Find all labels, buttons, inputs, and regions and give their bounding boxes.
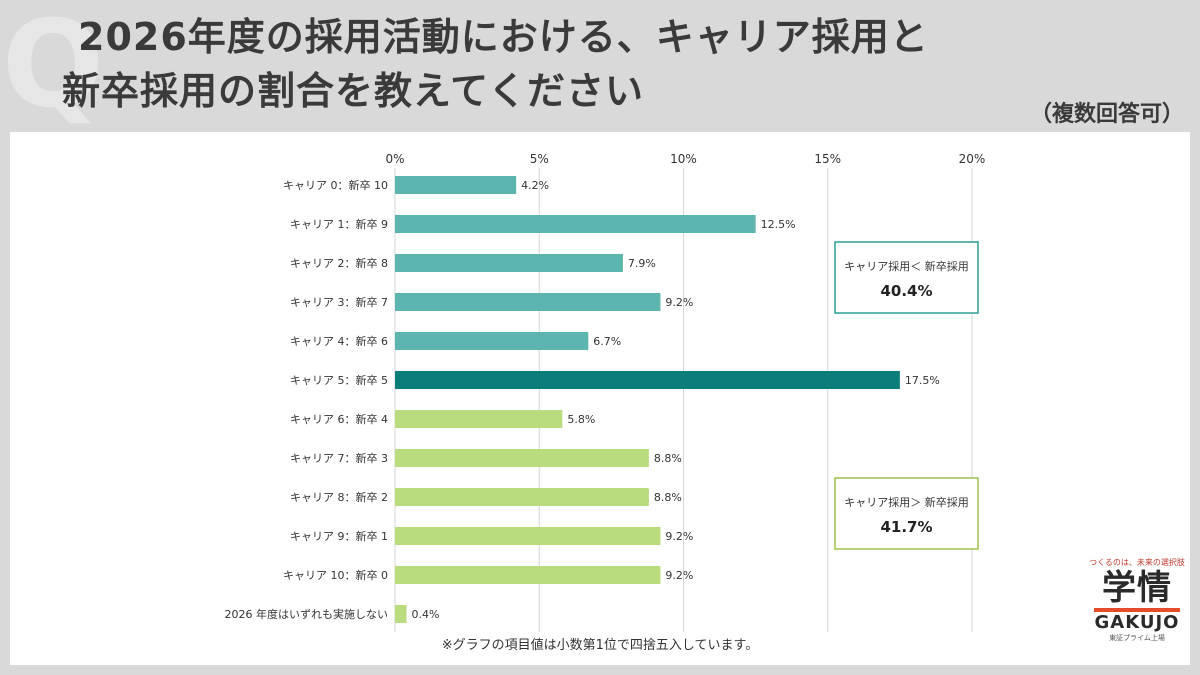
logo-name: GAKUJO [1094,612,1180,633]
value-label: 9.2% [665,296,693,309]
bar [395,332,589,350]
bar [395,488,649,506]
x-tick-label: 0% [385,152,404,166]
bar [395,527,661,545]
value-label: 4.2% [521,179,549,192]
bar [395,605,407,623]
value-label: 0.4% [412,608,440,621]
x-tick-label: 10% [670,152,697,166]
x-tick-label: 15% [814,152,841,166]
bar [395,449,649,467]
value-label: 8.8% [654,452,682,465]
multiple-answer-note: （複数回答可） [1029,102,1184,127]
category-label: キャリア 7：新卒 3 [290,451,388,465]
x-tick-label: 20% [959,152,986,166]
logo-sub: 東証プライム上場 [1109,634,1165,642]
logo-kanji: 学情 [1102,568,1172,608]
footnote: ※グラフの項目値は小数第1位で四捨五入しています。 [441,638,759,653]
value-label: 17.5% [905,374,940,387]
category-label: キャリア 10：新卒 0 [283,568,388,582]
value-label: 7.9% [628,257,656,270]
value-label: 12.5% [761,218,796,231]
category-label: キャリア 8：新卒 2 [290,490,388,504]
value-label: 6.7% [593,335,621,348]
x-tick-label: 5% [530,152,549,166]
bar-chart: 0% 5% 10% 15% 20% キャリア 0：新卒 10 4.2% キャリア 1：新卒 9… [225,152,986,632]
annotation-label: キャリア採用＞ 新卒採用 [844,495,969,509]
category-label: キャリア 0：新卒 10 [283,178,388,192]
value-label: 8.8% [654,491,682,504]
category-label: キャリア 4：新卒 6 [290,334,388,348]
logo-tagline: つくるのは、未来の選択肢 [1089,558,1185,567]
category-label: キャリア 9：新卒 1 [290,529,388,543]
bar [395,410,563,428]
logo-bar [1094,608,1180,612]
category-label: キャリア 5：新卒 5 [290,373,388,387]
value-label: 9.2% [665,569,693,582]
annotation-value: 41.7% [880,518,932,536]
value-label: 5.8% [567,413,595,426]
title-line-2: 新卒採用の割合を教えてください [62,69,644,113]
annotation-box [834,477,979,550]
chart-panel: 0% 5% 10% 15% 20% キャリア 0：新卒 10 4.2% キャリア 1：新卒 9… [10,132,1190,665]
bar [395,566,661,584]
category-label: キャリア 2：新卒 8 [290,256,388,270]
page-title: 2026年度の採用活動における、キャリア採用と 新卒採用の割合を教えてください [62,10,1062,118]
gakujo-logo: つくるのは、未来の選択肢 学情 GAKUJO 東証プライム上場 [1082,558,1192,643]
category-label: キャリア 1：新卒 9 [290,217,388,231]
value-label: 9.2% [665,530,693,543]
bar [395,371,900,389]
bar [395,176,517,194]
category-label: キャリア 3：新卒 7 [290,295,388,309]
bar [395,254,623,272]
category-label: 2026 年度はいずれも実施しない [225,607,389,621]
annotation-box [834,241,979,314]
annotation-value: 40.4% [880,282,932,300]
question-mark-watermark: Q [2,0,105,135]
annotation-label: キャリア採用＜ 新卒採用 [844,259,969,273]
category-label: キャリア 6：新卒 4 [290,412,388,426]
bar [395,293,661,311]
title-line-1: 2026年度の採用活動における、キャリア採用と [78,15,929,59]
bar [395,215,756,233]
